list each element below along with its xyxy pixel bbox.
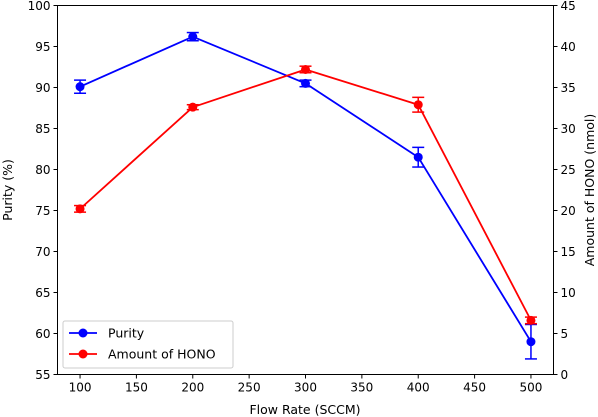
x-tick-label: 500 xyxy=(520,381,543,395)
y-axis-right-title: Amount of HONO (nmol) xyxy=(582,114,597,267)
data-point-purity xyxy=(75,82,85,92)
x-tick-label: 200 xyxy=(181,381,204,395)
plot-content xyxy=(74,31,537,360)
x-tick-label: 400 xyxy=(407,381,430,395)
y-right-tick-label: 25 xyxy=(561,163,576,177)
y-left-tick-label: 60 xyxy=(35,327,50,341)
y-left-tick-label: 95 xyxy=(35,40,50,54)
y-right-tick-label: 0 xyxy=(561,368,569,382)
y-left-tick-label: 80 xyxy=(35,163,50,177)
data-point-hono xyxy=(75,204,85,214)
y-axis-left-title: Purity (%) xyxy=(0,159,15,221)
series-purity xyxy=(74,31,537,360)
x-tick-label: 350 xyxy=(350,381,373,395)
y-left-tick-label: 75 xyxy=(35,204,50,218)
y-left-tick-label: 90 xyxy=(35,81,50,95)
x-tick-label: 150 xyxy=(125,381,148,395)
y-right-tick-label: 5 xyxy=(561,327,569,341)
y-left-tick-label: 85 xyxy=(35,122,50,136)
series-line-hono xyxy=(79,68,532,321)
x-tick-label: 250 xyxy=(238,381,261,395)
y-right-tick-label: 35 xyxy=(561,81,576,95)
series-hono xyxy=(74,64,537,325)
data-point-hono xyxy=(413,100,423,110)
x-tick-label: 100 xyxy=(69,381,92,395)
y-right-tick-label: 20 xyxy=(561,204,576,218)
data-point-purity xyxy=(301,78,310,88)
legend-marker-purity xyxy=(78,328,88,338)
data-point-hono xyxy=(188,102,198,112)
y-right-tick-label: 40 xyxy=(561,40,576,54)
x-tick-label: 300 xyxy=(294,381,317,395)
data-point-hono xyxy=(526,315,536,325)
x-axis-title: Flow Rate (SCCM) xyxy=(249,402,360,417)
legend-frame xyxy=(62,320,234,369)
y-right-tick-label: 15 xyxy=(561,245,576,259)
legend-label-purity: Purity xyxy=(108,326,145,341)
data-point-purity xyxy=(413,152,423,162)
y-right-tick-label: 30 xyxy=(561,122,576,136)
legend-label-hono: Amount of HONO xyxy=(108,347,216,362)
y-left-tick-label: 70 xyxy=(35,245,50,259)
axis-ticks: 100 150 200 250 300 350 400 450 5005560657075808… xyxy=(28,0,576,395)
plot-frame xyxy=(57,5,554,375)
data-point-purity xyxy=(188,32,198,42)
data-point-purity xyxy=(526,337,536,347)
y-left-tick-label: 55 xyxy=(35,368,50,382)
y-left-tick-label: 65 xyxy=(35,286,50,300)
data-point-hono xyxy=(301,64,310,74)
legend: Purity Amount of HONO xyxy=(62,320,234,369)
x-tick-label: 450 xyxy=(463,381,486,395)
y-left-tick-label: 100 xyxy=(28,0,51,13)
y-right-tick-label: 45 xyxy=(561,0,576,13)
legend-marker-hono xyxy=(78,349,88,359)
y-right-tick-label: 10 xyxy=(561,286,576,300)
